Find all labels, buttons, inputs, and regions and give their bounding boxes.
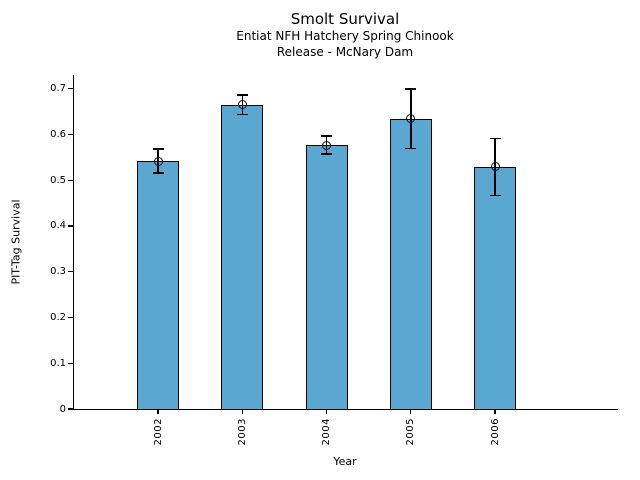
x-tick-label-text: 2002 [152,418,164,446]
error-cap-bottom-2002 [152,172,164,174]
x-tick-mark [325,409,328,414]
y-tick-label: 0.2 [50,311,66,323]
data-point-marker-2004 [322,140,331,150]
data-point-marker-2003 [237,100,247,110]
error-cap-top-2004 [321,135,332,137]
y-tick-label: 0.1 [50,357,66,369]
data-point-marker-2002 [153,156,163,166]
chart-subtitle-line-2: Release - McNary Dam [276,44,414,59]
error-cap-top-2006 [489,137,501,140]
bar-2005 [389,118,432,409]
y-tick-mark [68,316,73,319]
x-tick-mark [157,409,159,414]
y-tick-mark [68,133,73,136]
y-tick-mark [68,179,73,181]
x-axis-label: Year [333,455,357,468]
y-tick-label: 0.7 [50,83,66,95]
chart-title: Smolt Survival [290,10,400,28]
bar-2004 [305,145,348,409]
y-axis-label: PIT-Tag Survival [9,199,23,285]
x-tick-label-text: 2004 [321,418,332,446]
error-cap-bottom-2004 [321,153,332,155]
x-tick-mark [410,409,412,414]
y-tick-label: 0.4 [50,220,66,232]
x-tick-mark [494,409,496,414]
data-point-marker-2005 [406,114,416,124]
x-tick-mark [241,409,243,414]
y-tick-label: 0 [59,403,66,415]
y-tick-label: 0.5 [50,174,66,186]
plot-area: 0 0.1 0.2 0.3 0.4 0.5 0.6 0.7 2002 2003 2004 2005 20… [50,75,618,445]
error-cap-top-2003 [236,94,248,96]
error-cap-bottom-2003 [236,113,248,116]
x-tick-label-text: 2005 [405,418,417,446]
y-tick-mark [68,408,73,410]
error-cap-top-2002 [152,148,164,150]
y-tick-mark [68,225,73,227]
error-cap-top-2005 [405,88,417,90]
bar-2002 [137,161,179,409]
title-block: Smolt Survival Entiat NFH Hatchery Sprin… [73,10,617,60]
chart-subtitle-line-1: Entiat NFH Hatchery Spring Chinook [236,29,454,43]
y-tick-label: 0.6 [50,128,66,140]
x-tick-label-text: 2006 [489,418,501,446]
y-tick-label: 0.3 [50,266,66,278]
y-tick-mark [68,88,73,90]
y-tick-mark [68,271,73,273]
x-tick-label-text: 2003 [236,418,248,446]
data-point-marker-2006 [490,162,500,172]
bar-2006 [474,166,516,409]
bar-2003 [221,104,264,409]
error-cap-bottom-2005 [405,147,417,150]
y-tick-mark [68,362,73,364]
error-cap-bottom-2006 [489,194,501,197]
